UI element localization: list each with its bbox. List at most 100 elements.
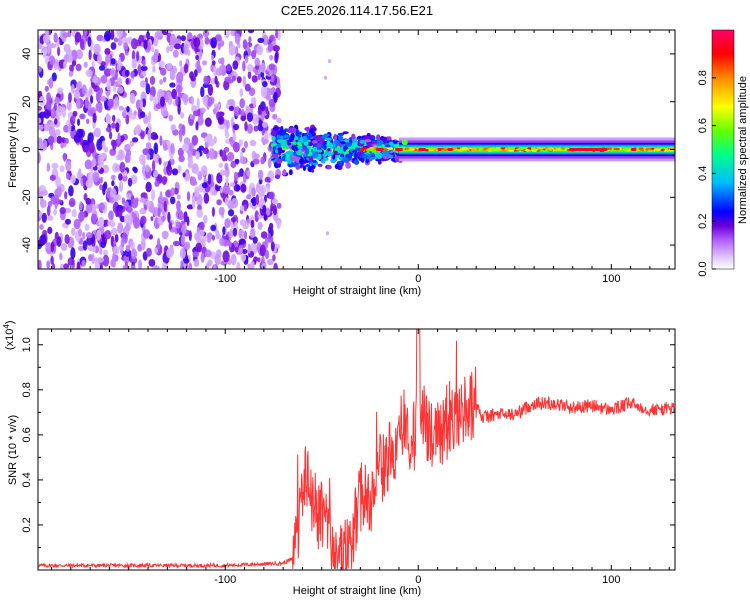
heatmap-cell: [514, 149, 517, 152]
heatmap-cell: [365, 158, 369, 164]
heatmap-cell: [261, 138, 269, 144]
heatmap-cell: [228, 105, 234, 111]
colorbar-label: Normalized spectral amplitude: [737, 76, 749, 224]
heatmap-cell: [159, 135, 163, 147]
heatmap-cell: [92, 246, 96, 253]
heatmap-cell: [367, 148, 371, 151]
heatmap-cell: [153, 142, 159, 155]
heatmap-cell: [197, 116, 204, 126]
heatmap-cell: [169, 69, 176, 81]
heatmap-cell: [50, 241, 54, 253]
heatmap-cell: [49, 126, 56, 137]
heatmap-cell: [177, 85, 181, 98]
heatmap-cell: [202, 30, 210, 38]
heatmap-cell: [99, 184, 103, 191]
heatmap-cell: [70, 174, 76, 184]
heatmap-cell: [232, 142, 240, 153]
heatmap-cell: [266, 95, 272, 101]
heatmap-cell: [139, 207, 145, 214]
heatmap-cell: [214, 254, 221, 266]
heatmap-cell: [99, 176, 103, 184]
heatmap-cell: [150, 188, 156, 201]
heatmap-cell: [274, 126, 279, 132]
heatmap-cell: [214, 75, 218, 85]
heatmap-cell: [97, 153, 104, 165]
heatmap-cell: [382, 136, 388, 144]
heatmap-cell: [224, 218, 231, 229]
heatmap-cell: [94, 261, 101, 269]
heatmap-cell: [133, 167, 138, 174]
heatmap-cell: [38, 185, 47, 192]
heatmap-cell: [203, 75, 210, 85]
heatmap-cell: [461, 147, 469, 150]
heatmap-cell: [249, 139, 257, 147]
heatmap-cell: [83, 144, 90, 153]
heatmap-cell: [240, 115, 247, 121]
heatmap-cell: [258, 178, 263, 185]
heatmap-cell: [50, 255, 54, 265]
heatmap-cell: [70, 247, 76, 260]
heatmap-cell: [98, 65, 106, 71]
heatmap-cell: [163, 142, 168, 151]
heatmap-cell: [154, 247, 159, 254]
heatmap-cell: [38, 43, 43, 50]
heatmap-cell: [47, 42, 51, 55]
heatmap-cell: [262, 205, 267, 213]
heatmap-cell: [149, 75, 156, 85]
heatmap-cell: [130, 248, 137, 260]
heatmap-cell: [167, 94, 173, 105]
heatmap-cell: [88, 49, 92, 60]
heatmap-cell: [110, 30, 115, 40]
heatmap-cell: [328, 59, 331, 64]
heatmap-cell: [344, 142, 352, 147]
heatmap-cell: [257, 169, 264, 180]
heatmap-cell: [201, 182, 208, 189]
heatmap-cell: [118, 173, 123, 181]
heatmap-cell: [272, 204, 278, 216]
heatmap-cell: [133, 110, 137, 116]
heatmap-cell: [271, 153, 278, 159]
heatmap-cell: [326, 165, 332, 170]
heatmap-cell: [84, 97, 89, 109]
heatmap-cell: [314, 135, 322, 141]
heatmap-cell: [75, 63, 82, 72]
heatmap-cell: [183, 258, 190, 264]
y-tick-label: -20: [21, 189, 33, 205]
heatmap-cell: [46, 162, 50, 172]
heatmap-cell: [295, 164, 301, 170]
heatmap-cell: [65, 160, 72, 172]
heatmap-cell: [162, 76, 167, 83]
heatmap-cell: [478, 147, 482, 150]
heatmap-cell: [49, 55, 56, 66]
heatmap-cell: [270, 130, 277, 137]
heatmap-cell: [126, 193, 132, 200]
heatmap-cell: [198, 221, 205, 231]
heatmap-cell: [216, 172, 223, 184]
heatmap-cell: [71, 58, 77, 67]
heatmap-cell: [191, 114, 196, 121]
heatmap-cell: [73, 133, 82, 143]
heatmap-cell: [491, 148, 496, 151]
heatmap-cell: [232, 60, 239, 70]
heatmap-cell: [204, 249, 212, 258]
heatmap-cell: [56, 186, 62, 198]
heatmap-cell: [104, 48, 111, 56]
x-tick-label: 100: [602, 574, 620, 586]
heatmap-cell: [85, 69, 93, 77]
heatmap-cell: [154, 49, 159, 58]
heatmap-cell: [236, 185, 240, 192]
heatmap-cell: [90, 95, 94, 104]
heatmap-cell: [261, 262, 267, 269]
colorbar-tick-label: 0.4: [697, 166, 709, 181]
heatmap-cell: [83, 61, 88, 68]
heatmap-cell: [41, 212, 47, 223]
heatmap-cell: [238, 248, 243, 254]
heatmap-cell: [197, 204, 202, 212]
heatmap-cell: [264, 176, 271, 183]
heatmap-cell: [342, 157, 349, 163]
heatmap-cell: [40, 233, 47, 246]
heatmap-cell: [260, 231, 268, 239]
y-tick-label: 1.0: [21, 337, 33, 352]
heatmap-cell: [382, 148, 388, 151]
heatmap-cell: [524, 149, 530, 152]
